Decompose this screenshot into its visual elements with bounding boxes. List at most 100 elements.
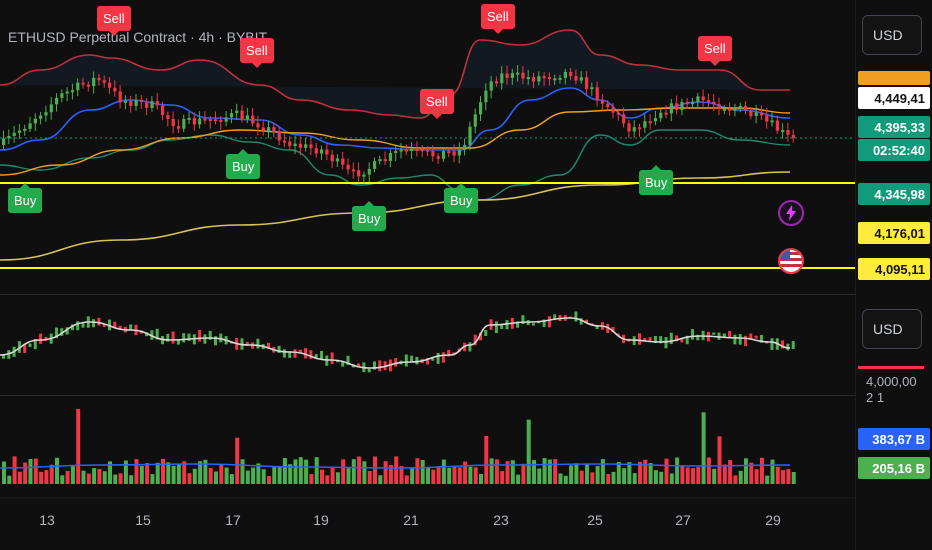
volume-bar [44,470,49,484]
volume-bar [542,458,547,484]
candle-body [256,123,260,128]
oscillator-bar [288,351,292,358]
volume-bar [489,458,494,484]
oscillator-bar [198,330,202,342]
candle-body [251,115,255,124]
oscillator-bar [595,325,599,330]
volume-bar [754,469,759,484]
candle-body [701,96,705,101]
oscillator-bar [346,355,350,365]
volume-bar [12,456,17,484]
candle-body [579,77,583,81]
candle-body [293,143,297,147]
oscillator-bar [208,330,212,340]
volume-bar [781,470,786,484]
candle-body [452,151,456,156]
lower-band-line [0,129,791,201]
candle-body [399,149,403,152]
candle-body [463,144,467,150]
candle-body [2,138,6,145]
us-flag-icon[interactable] [778,248,804,274]
candle-body [208,119,212,122]
oscillator-bar [108,319,111,331]
candle-body [44,112,48,116]
candle-body [304,144,308,148]
candle-body [240,110,244,120]
candle-body [139,99,143,102]
volume-bar [70,465,75,484]
sell-signal-label: Sell [97,6,131,36]
candle-body [97,77,101,81]
volume-bar [722,464,727,484]
oscillator-bar [394,358,398,367]
oscillator-bar [76,321,80,331]
volume-bar [357,456,362,484]
volume-bar [108,461,112,484]
candle-body [394,150,398,153]
candle-body [410,148,414,151]
oscillator-bar [245,341,249,346]
oscillator-bar [638,333,641,345]
candle-body [468,126,472,145]
volume-bar [129,475,134,484]
currency-button[interactable]: USD [862,15,922,55]
candle-body [426,149,430,152]
volume-bar [457,467,462,484]
candle-body [791,134,795,139]
volume-bar [49,464,54,484]
candle-body [49,104,53,113]
candle-body [447,151,451,154]
volume-bar [399,466,404,484]
candle-body [516,72,520,75]
buy-signal-label: Buy [444,183,479,213]
candle-body [643,121,647,128]
volume-bar [272,466,277,484]
volume-bar [574,463,579,484]
oscillator-bar [23,343,27,354]
candle-body [150,101,154,108]
volume-bar [521,463,526,484]
volume-bar [240,459,245,484]
volume-bar [102,471,107,484]
candle-body [770,120,774,123]
volume-bar [55,457,59,484]
volume-bar [388,465,393,484]
volume-bar [145,463,150,484]
oscillator-bar [155,328,159,340]
candle-body [738,105,742,109]
oscillator-currency-button[interactable]: USD [862,309,922,349]
lightning-icon[interactable] [778,200,804,226]
candle-body [325,149,329,155]
candle-body [346,164,350,170]
price-axis-tag: 02:52:40 [858,139,930,161]
oscillator-bar [367,368,371,373]
candle-body [92,77,96,87]
candle-body [627,123,631,132]
oscillator-bar [2,354,5,359]
volume-ma-line [0,463,791,469]
volume-bar [113,474,118,484]
volume-bar [224,467,229,484]
candle-body [192,117,196,125]
oscillator-bar [675,335,679,342]
volume-bar [118,473,123,484]
candle-body [744,105,748,111]
oscillator-bar [304,348,308,359]
candle-body [383,159,387,162]
volume-bar [293,459,298,484]
volume-bar [176,464,181,484]
volume-bar [590,472,595,484]
price-axis-tag: 4,345,98 [858,183,930,205]
time-axis-tick: 27 [675,512,691,528]
candle-body [500,73,504,84]
pane-divider-2[interactable] [0,395,932,396]
volume-bar [733,475,738,484]
pane-divider-1[interactable] [0,294,932,295]
volume-bar [2,461,6,484]
ma-orange-tag [858,71,930,85]
oscillator-bar [542,319,546,327]
candle-body [685,101,689,105]
candle-body [86,84,90,87]
candle-body [479,102,483,115]
